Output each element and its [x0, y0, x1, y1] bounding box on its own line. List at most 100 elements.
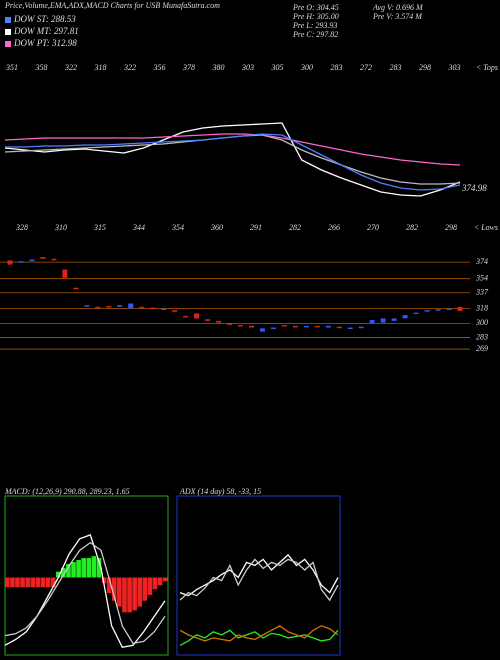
- candle: [413, 312, 419, 315]
- legend-swatch: [5, 17, 11, 23]
- histogram-bar: [40, 577, 46, 588]
- low-label: 315: [93, 223, 106, 232]
- histogram-bar: [96, 558, 102, 578]
- volume-value: Pre V: 3.574 M: [372, 12, 423, 21]
- histogram-bar: [61, 567, 66, 578]
- histogram-bar: [35, 577, 41, 588]
- histogram-bar: [101, 577, 107, 584]
- prev-value: Pre C: 297.82: [292, 30, 338, 39]
- candle: [303, 325, 309, 328]
- top-label: 380: [212, 63, 225, 72]
- top-label: 298: [419, 63, 431, 72]
- volume-value: Avg V: 0.696 M: [372, 3, 424, 12]
- histogram-bar: [10, 577, 15, 588]
- low-label: 282: [406, 223, 418, 232]
- adx-frame: [176, 495, 341, 656]
- top-label: 351: [5, 63, 18, 72]
- y-tick-label: 374: [475, 257, 488, 266]
- adx-line: [179, 558, 339, 602]
- top-label: 356: [153, 63, 166, 72]
- candle: [237, 325, 243, 327]
- histogram-bar: [147, 577, 153, 595]
- histogram-bar: [20, 577, 25, 588]
- candle: [325, 325, 331, 328]
- candle: [336, 326, 342, 329]
- histogram-bar: [152, 577, 158, 590]
- candle: [7, 260, 13, 265]
- ema-line: [4, 122, 461, 197]
- candle: [292, 325, 298, 328]
- candle: [40, 257, 46, 259]
- histogram-bar: [91, 556, 97, 578]
- ema-line: [5, 133, 461, 191]
- low-label: 344: [132, 223, 145, 232]
- histogram-bar: [117, 577, 122, 607]
- top-label: 322: [123, 63, 136, 72]
- histogram-bar: [5, 577, 10, 588]
- candle: [380, 318, 386, 323]
- histogram-bar: [66, 563, 71, 578]
- low-label: 310: [54, 223, 67, 232]
- y-tick-label: 354: [475, 273, 488, 282]
- y-tick-label: 300: [475, 318, 488, 327]
- candle: [281, 325, 287, 327]
- ema-line: [4, 134, 461, 185]
- histogram-bar: [50, 577, 56, 588]
- histogram-bar: [111, 577, 117, 601]
- macd-frame: [4, 495, 169, 656]
- y-tick-label: 337: [475, 288, 489, 297]
- candle: [259, 328, 265, 332]
- macd-line: [4, 541, 166, 645]
- legend-label: DOW MT: 297.81: [13, 26, 79, 36]
- candle: [84, 305, 90, 307]
- histogram-bar: [25, 577, 30, 588]
- top-label: 300: [300, 63, 313, 72]
- legend-label: DOW ST: 288.53: [13, 14, 76, 24]
- low-label: 266: [328, 223, 340, 232]
- top-label: 378: [182, 63, 195, 72]
- adx-line: [179, 629, 339, 647]
- tops-label: < Tops: [476, 63, 498, 72]
- low-label: 328: [15, 223, 28, 232]
- candle: [369, 320, 375, 324]
- candle: [194, 313, 200, 319]
- histogram-bar: [122, 577, 127, 613]
- candle: [314, 325, 320, 328]
- candle: [51, 258, 57, 261]
- adx-line: [179, 625, 339, 642]
- top-label: 303: [241, 63, 254, 72]
- candle: [457, 306, 463, 311]
- candle: [150, 307, 156, 310]
- top-label: 272: [360, 63, 372, 72]
- top-label: 358: [35, 63, 48, 72]
- legend-swatch: [5, 41, 11, 47]
- candle: [62, 269, 68, 278]
- histogram-bar: [142, 577, 148, 601]
- histogram-bar: [15, 577, 20, 588]
- histogram-bar: [30, 577, 36, 588]
- candle: [73, 287, 79, 290]
- top-label: 305: [271, 63, 284, 72]
- histogram-bar: [86, 558, 92, 578]
- candle: [172, 310, 178, 312]
- top-label: 303: [448, 63, 461, 72]
- low-label: 354: [171, 223, 184, 232]
- histogram-bar: [127, 577, 132, 613]
- histogram-bar: [55, 571, 61, 578]
- candle: [139, 306, 145, 309]
- candle: [95, 306, 101, 309]
- histogram-bar: [106, 577, 112, 593]
- candle: [106, 305, 112, 308]
- chart-title: Price,Volume,EMA,ADX,MACD Charts for USB…: [4, 1, 220, 10]
- histogram-bar: [157, 577, 163, 586]
- top-label: 322: [64, 63, 77, 72]
- candle: [347, 327, 353, 330]
- candle: [248, 325, 254, 328]
- candle: [128, 303, 134, 309]
- top-label: 283: [390, 63, 402, 72]
- lows-label: < Lows: [474, 223, 498, 232]
- candle: [29, 259, 35, 262]
- y-tick-label: 283: [476, 332, 488, 341]
- candle: [435, 309, 441, 311]
